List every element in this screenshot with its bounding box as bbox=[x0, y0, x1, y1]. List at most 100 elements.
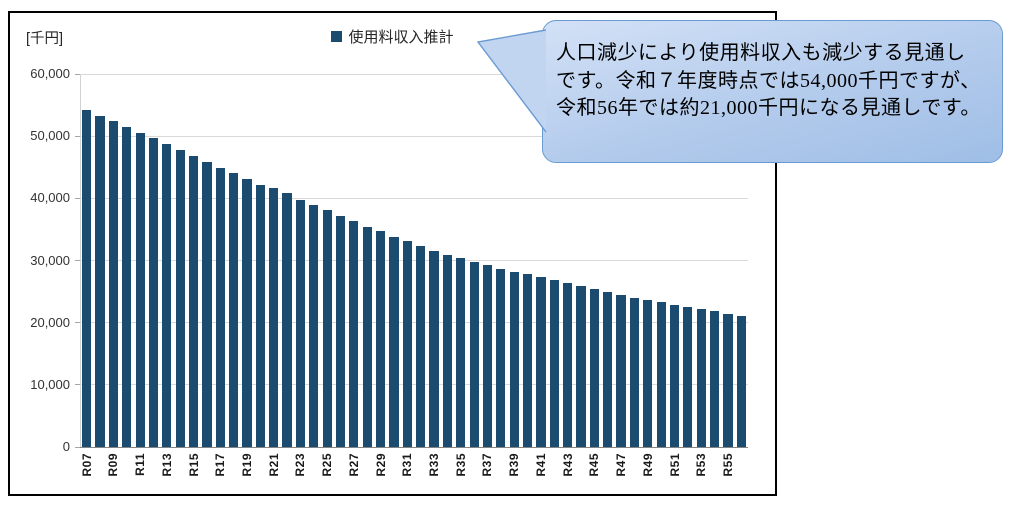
bar-R54 bbox=[710, 311, 720, 447]
x-tick-label: R51 bbox=[667, 453, 682, 477]
gridline bbox=[80, 135, 748, 137]
bar-R49 bbox=[643, 300, 653, 447]
gridline bbox=[80, 322, 748, 324]
y-tick-mark bbox=[75, 384, 80, 386]
legend: 使用料収入推計 bbox=[10, 26, 775, 47]
gridline bbox=[80, 384, 748, 386]
x-tick-label: R17 bbox=[213, 453, 228, 477]
y-axis-unit-label: [千円] bbox=[26, 31, 64, 47]
bar-R13 bbox=[162, 144, 172, 447]
bar-R50 bbox=[656, 302, 666, 447]
bar-R21 bbox=[269, 188, 279, 447]
callout-text: 人口減少により使用料収入も減少する見通し です。令和７年度時点では54,000千… bbox=[543, 21, 1002, 123]
y-tick-label: 60,000 bbox=[30, 66, 70, 81]
x-tick-label: R41 bbox=[533, 453, 548, 477]
bar-R37 bbox=[482, 265, 493, 447]
x-tick-label: R15 bbox=[186, 453, 201, 477]
y-tick-mark bbox=[75, 197, 80, 199]
x-tick-label: R43 bbox=[560, 453, 575, 477]
bar-R24 bbox=[309, 205, 319, 447]
callout-tail bbox=[476, 29, 547, 133]
bar-R28 bbox=[362, 226, 372, 447]
y-tick-mark bbox=[75, 73, 80, 75]
x-tick-label: R09 bbox=[106, 453, 121, 477]
bar-R16 bbox=[202, 161, 212, 447]
x-tick-label: R23 bbox=[293, 453, 308, 477]
x-tick-label: R29 bbox=[373, 453, 388, 477]
x-tick-label: R39 bbox=[507, 453, 522, 477]
bar-R55 bbox=[723, 313, 733, 447]
x-axis-line bbox=[80, 446, 748, 448]
bar-R48 bbox=[629, 297, 640, 447]
callout-bubble: 人口減少により使用料収入も減少する見通し です。令和７年度時点では54,000千… bbox=[542, 20, 1003, 163]
bar-R11 bbox=[135, 133, 145, 447]
bar-R41 bbox=[536, 277, 546, 447]
x-tick-label: R07 bbox=[79, 453, 94, 477]
x-tick-label: R45 bbox=[587, 453, 602, 477]
gridline bbox=[80, 73, 748, 75]
y-tick-label: 10,000 bbox=[30, 376, 70, 392]
x-tick-label: R13 bbox=[159, 453, 174, 477]
x-tick-label: R37 bbox=[480, 453, 495, 477]
bar-R47 bbox=[616, 295, 626, 447]
bar-R07 bbox=[82, 110, 92, 447]
bar-R27 bbox=[349, 221, 359, 447]
bar-R39 bbox=[509, 271, 519, 447]
bar-R30 bbox=[389, 236, 399, 447]
bar-R43 bbox=[563, 282, 573, 447]
x-tick-label: R11 bbox=[133, 453, 148, 476]
legend-label: 使用料収入推計 bbox=[348, 29, 454, 46]
bar-R10 bbox=[122, 127, 132, 447]
x-tick-label: R49 bbox=[640, 453, 655, 477]
y-tick-mark bbox=[75, 446, 80, 448]
bar-R14 bbox=[175, 150, 185, 447]
bar-R15 bbox=[188, 156, 199, 447]
y-tick-label: 50,000 bbox=[30, 128, 70, 144]
bar-R35 bbox=[456, 258, 466, 447]
x-tick-label: R25 bbox=[320, 453, 335, 477]
bar-R32 bbox=[416, 246, 426, 447]
x-tick-label: R27 bbox=[346, 453, 361, 477]
callout-line: です。令和７年度時点では54,000千円ですが、 bbox=[556, 69, 981, 92]
x-tick-label: R55 bbox=[720, 453, 735, 477]
gridline bbox=[80, 260, 748, 261]
bar-R38 bbox=[496, 268, 506, 447]
bar-R22 bbox=[282, 193, 292, 447]
bar-R31 bbox=[402, 241, 412, 447]
x-tick-label: R47 bbox=[614, 453, 629, 477]
x-tick-label: R35 bbox=[453, 453, 468, 477]
bar-R33 bbox=[429, 251, 439, 447]
bar-R46 bbox=[603, 292, 613, 447]
x-tick-label: R33 bbox=[427, 453, 442, 477]
bar-R36 bbox=[469, 261, 479, 447]
bar-R42 bbox=[549, 279, 559, 447]
bar-R56 bbox=[736, 316, 746, 447]
plot-area: 0 10,000 20,000 30,000 40,000 50,000 60,000 R07… bbox=[30, 66, 748, 477]
bar-R19 bbox=[242, 179, 252, 447]
gridline bbox=[80, 197, 748, 199]
y-tick-mark bbox=[75, 322, 80, 324]
bar-R12 bbox=[148, 138, 159, 447]
bar-R26 bbox=[335, 216, 346, 447]
bar-R52 bbox=[683, 307, 693, 447]
bar-R09 bbox=[108, 120, 118, 447]
bar-R40 bbox=[522, 274, 533, 447]
x-tick-label: R31 bbox=[400, 453, 415, 477]
y-tick-label: 20,000 bbox=[30, 314, 70, 330]
bar-R17 bbox=[215, 167, 225, 447]
y-tick-label: 30,000 bbox=[30, 252, 70, 268]
y-tick-mark bbox=[75, 260, 80, 261]
bar-R51 bbox=[669, 304, 680, 447]
callout-line: 人口減少により使用料収入も減少する見通し bbox=[556, 42, 966, 64]
bar-R20 bbox=[255, 184, 265, 447]
bar-R08 bbox=[95, 115, 105, 447]
bar-R34 bbox=[442, 254, 452, 447]
bar-R18 bbox=[229, 173, 239, 447]
x-tick-label: R19 bbox=[240, 453, 254, 477]
bar-R53 bbox=[696, 308, 706, 447]
bar-R25 bbox=[322, 210, 332, 447]
callout-line: 令和56年では約21,000千円になる見通しです。 bbox=[556, 97, 981, 119]
y-tick-label: 40,000 bbox=[30, 190, 70, 206]
bar-R45 bbox=[589, 289, 599, 447]
